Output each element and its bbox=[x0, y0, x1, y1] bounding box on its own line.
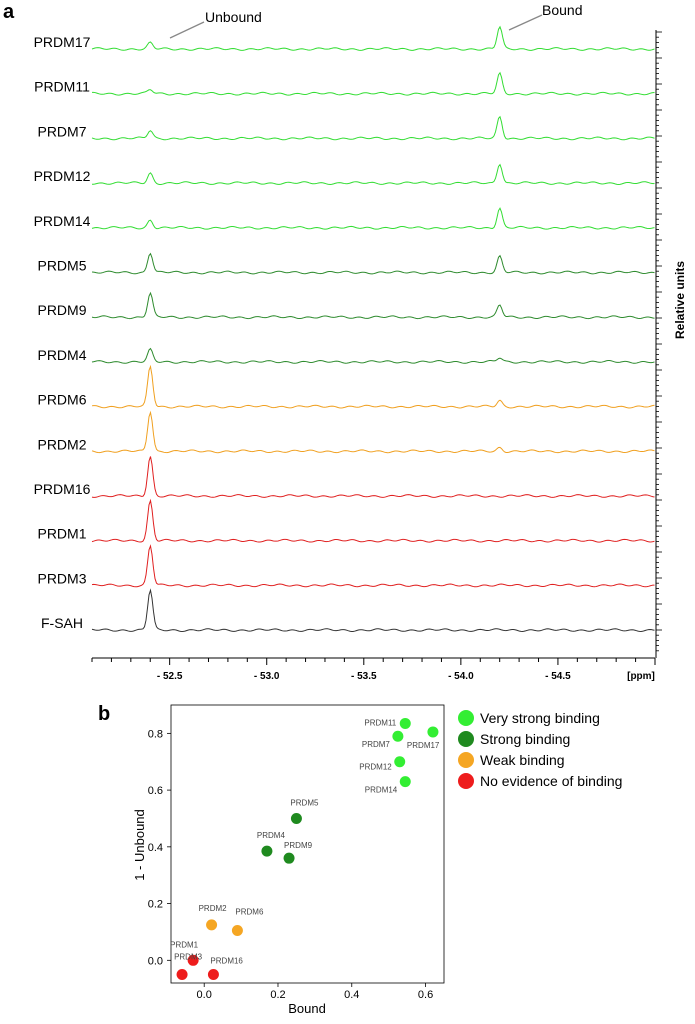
scatter-x-tick-label: 0.2 bbox=[270, 989, 285, 1001]
scatter-y-axis-title: 1 - Unbound bbox=[132, 809, 147, 881]
trace-label-f-sah: F-SAH bbox=[41, 615, 83, 631]
legend-swatch bbox=[458, 773, 474, 789]
unbound-peak-label: Unbound bbox=[205, 9, 262, 25]
scatter-point-prdm1 bbox=[187, 954, 199, 966]
trace-label-prdm3: PRDM3 bbox=[37, 570, 86, 586]
ppm-tick-label: - 52.5 bbox=[157, 671, 183, 682]
scatter-point-prdm5 bbox=[290, 812, 302, 824]
scatter-point-prdm12 bbox=[394, 756, 406, 768]
scatter-point-prdm17 bbox=[427, 726, 439, 738]
scatter-plot-frame bbox=[170, 704, 445, 984]
legend-label: Strong binding bbox=[480, 731, 570, 747]
trace-prdm7 bbox=[91, 115, 655, 141]
scatter-legend: Very strong binding Strong binding Weak bi… bbox=[458, 710, 622, 789]
trace-label-prdm17: PRDM17 bbox=[34, 34, 91, 50]
scatter-point-label: PRDM5 bbox=[290, 798, 319, 807]
ppm-tick-label: - 53.0 bbox=[254, 671, 280, 682]
scatter-point-label: PRDM17 bbox=[407, 741, 440, 750]
scatter-point-label: PRDM4 bbox=[257, 831, 286, 840]
scatter-point-label: PRDM12 bbox=[359, 763, 392, 772]
legend-swatch bbox=[458, 731, 474, 747]
trace-prdm4 bbox=[91, 347, 655, 364]
scatter-point-label: PRDM1 bbox=[170, 940, 199, 949]
trace-f-sah bbox=[91, 588, 655, 633]
trace-prdm6 bbox=[91, 364, 655, 409]
trace-label-prdm1: PRDM1 bbox=[37, 526, 86, 542]
trace-label-prdm11: PRDM11 bbox=[34, 79, 90, 95]
trace-label-prdm16: PRDM16 bbox=[34, 481, 91, 497]
ppm-tick-label: - 54.0 bbox=[448, 671, 474, 682]
bound-pointer-line bbox=[508, 14, 543, 31]
scatter-point-label: PRDM9 bbox=[284, 841, 313, 850]
scatter-point-prdm9 bbox=[283, 852, 295, 864]
legend-swatch bbox=[458, 752, 474, 768]
legend-label: Weak binding bbox=[480, 752, 565, 768]
scatter-point-label: PRDM2 bbox=[199, 904, 228, 913]
trace-label-prdm2: PRDM2 bbox=[37, 436, 86, 452]
scatter-y-tick-label: 0.8 bbox=[148, 728, 163, 740]
trace-prdm3 bbox=[91, 544, 655, 588]
scatter-y-tick-label: 0.2 bbox=[148, 899, 163, 911]
scatter-point-label: PRDM16 bbox=[210, 956, 243, 965]
ppm-axis-unit: [ppm] bbox=[627, 671, 655, 682]
scatter-point-prdm14 bbox=[399, 776, 411, 788]
scatter-y-tick-label: 0.6 bbox=[148, 785, 163, 797]
scatter-point-label: PRDM14 bbox=[365, 786, 398, 795]
scatter-point-prdm16 bbox=[207, 968, 219, 980]
bound-peak-label: Bound bbox=[542, 2, 582, 18]
trace-label-prdm4: PRDM4 bbox=[37, 347, 86, 363]
scatter-point-prdm2 bbox=[206, 919, 218, 931]
scatter-point-prdm3 bbox=[176, 968, 188, 980]
legend-label: Very strong binding bbox=[480, 710, 600, 726]
unbound-pointer-line bbox=[169, 21, 205, 39]
trace-label-prdm12: PRDM12 bbox=[34, 168, 91, 184]
ppm-tick-label: - 53.5 bbox=[351, 671, 377, 682]
scatter-y-tick-label: 0.0 bbox=[148, 955, 163, 967]
scatter-point-label: PRDM3 bbox=[174, 952, 203, 961]
scatter-point-prdm4 bbox=[261, 845, 273, 857]
legend-swatch bbox=[458, 710, 474, 726]
trace-prdm5 bbox=[91, 252, 655, 275]
scatter-y-tick-label: 0.4 bbox=[148, 842, 163, 854]
scatter-point-prdm7 bbox=[392, 730, 404, 742]
panel-a-label: a bbox=[3, 1, 15, 23]
trace-label-prdm5: PRDM5 bbox=[37, 258, 86, 274]
trace-prdm12 bbox=[91, 163, 655, 185]
scatter-point-prdm6 bbox=[231, 925, 243, 937]
relative-units-axis-title: Relative units bbox=[673, 261, 687, 339]
trace-label-prdm6: PRDM6 bbox=[37, 392, 86, 408]
trace-prdm1 bbox=[91, 498, 655, 543]
scatter-point-label: PRDM7 bbox=[362, 740, 391, 749]
scatter-x-tick-label: 0.6 bbox=[418, 989, 433, 1001]
trace-label-prdm14: PRDM14 bbox=[34, 213, 91, 229]
relative-units-scale bbox=[655, 30, 662, 658]
trace-prdm14 bbox=[91, 207, 655, 230]
scatter-plot: 0.0 0.2 0.4 0.6 0.0 0.2 0.4 0.6 0.8 PRDM11 PRDM7 PR… bbox=[148, 717, 440, 1001]
trace-prdm9 bbox=[91, 291, 655, 320]
legend-label: No evidence of binding bbox=[480, 773, 622, 789]
scatter-point-label: PRDM6 bbox=[235, 908, 264, 917]
scatter-x-tick-label: 0.4 bbox=[344, 989, 359, 1001]
nmr-traces: PRDM17 PRDM11 PRDM7 PRDM12 PRDM14 PRDM5 PRDM9 P… bbox=[34, 25, 655, 633]
ppm-tick-label: - 54.5 bbox=[545, 671, 571, 682]
trace-label-prdm7: PRDM7 bbox=[37, 123, 86, 139]
trace-prdm16 bbox=[91, 456, 655, 498]
trace-prdm17 bbox=[91, 25, 655, 51]
scatter-point-prdm11 bbox=[399, 717, 411, 729]
panel-b-label: b bbox=[98, 703, 110, 725]
scatter-point-label: PRDM11 bbox=[364, 718, 396, 727]
scatter-x-axis-title: Bound bbox=[288, 1001, 326, 1016]
ppm-axis: - 52.5 - 53.0 - 53.5 - 54.0 - 54.5 [ppm] bbox=[91, 657, 656, 682]
trace-label-prdm9: PRDM9 bbox=[37, 302, 86, 318]
trace-prdm2 bbox=[91, 410, 655, 454]
scatter-x-tick-label: 0.0 bbox=[197, 989, 212, 1001]
trace-prdm11 bbox=[91, 71, 655, 96]
